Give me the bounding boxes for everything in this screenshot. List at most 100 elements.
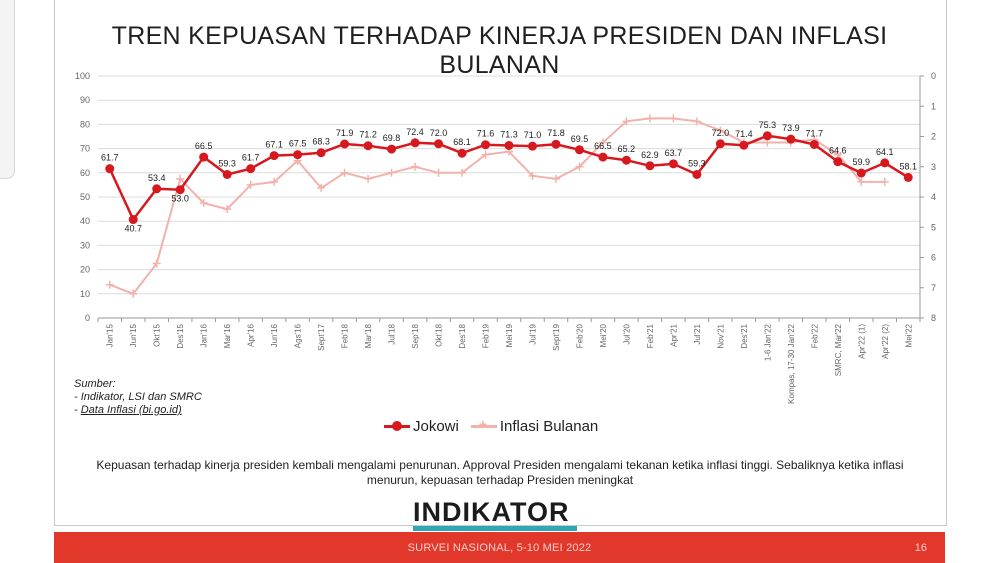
x-axis: Jan'15 Jun'15 Okt'15 Des'15 Jan'16 Mar'16 Apr'… [97, 318, 921, 404]
point-inflasi [857, 177, 866, 186]
point-jokowi [105, 164, 115, 174]
x-tick-label: 1-6 Jan'22 [763, 323, 772, 361]
x-tick-label: Nov'21 [716, 323, 725, 348]
x-tick-label: Apr'21 [669, 323, 678, 346]
point-inflasi [528, 171, 537, 180]
point-jokowi [199, 152, 209, 162]
point-jokowi [457, 148, 467, 158]
point-jokowi [316, 148, 326, 158]
data-label-jokowi: 67.5 [289, 139, 307, 149]
footer-text: SURVEI NASIONAL, 5-10 MEI 2022 [407, 542, 592, 554]
grid-lines [98, 75, 920, 319]
point-inflasi [692, 117, 701, 126]
left-tick-label: 100 [75, 71, 90, 81]
left-tick-label: 10 [80, 289, 90, 299]
point-jokowi [668, 159, 678, 169]
source-link[interactable]: Data Inflasi (bi.go.id) [80, 404, 182, 416]
data-label-jokowi: 71.6 [477, 129, 495, 139]
point-jokowi [762, 131, 772, 141]
x-tick-label: Jul'19 [528, 323, 537, 344]
left-tick-label: 20 [80, 265, 90, 275]
data-label-jokowi: 69.8 [383, 133, 401, 143]
point-jokowi [692, 169, 702, 179]
data-label-jokowi: 62.9 [641, 150, 659, 160]
source-line-2-prefix: - [74, 404, 81, 416]
point-jokowi [434, 139, 444, 149]
x-tick-label: Des'15 [176, 323, 185, 348]
point-inflasi [434, 168, 443, 177]
data-label-jokowi: 69.5 [571, 134, 589, 144]
legend-label-inflasi: Inflasi Bulanan [499, 418, 599, 435]
point-jokowi [269, 151, 279, 161]
point-inflasi [246, 180, 255, 189]
x-tick-label: Feb'21 [646, 323, 655, 348]
left-tick-label: 80 [80, 119, 90, 129]
x-tick-label: SMRC, Mar'22 [834, 323, 843, 376]
right-tick-label: 4 [931, 192, 936, 202]
x-tick-label: Jun'15 [129, 323, 138, 347]
x-tick-label: Sept'19 [552, 323, 561, 350]
left-axis: 0 10 20 30 40 50 60 70 80 90 100 [75, 71, 90, 323]
chart-title: TREN KEPUASAN TERHADAP KINERJA PRESIDEN … [111, 22, 888, 79]
point-inflasi [340, 168, 349, 177]
x-tick-label: Mar'16 [223, 323, 232, 348]
point-inflasi [551, 174, 560, 183]
x-tick-label: Jan'16 [200, 323, 209, 347]
point-inflasi [317, 183, 326, 192]
right-axis: 0 1 2 3 4 5 6 7 8 [919, 71, 936, 323]
x-tick-label: Apr'22 (1) [857, 324, 866, 359]
data-label-jokowi: 71.7 [806, 128, 824, 138]
x-tick-label: Feb'20 [575, 323, 584, 348]
point-inflasi [364, 174, 373, 183]
x-tick-label: Mei'20 [599, 323, 608, 347]
point-jokowi [293, 150, 303, 160]
point-jokowi [340, 139, 350, 149]
data-label-jokowi: 68.1 [453, 137, 471, 147]
x-tick-label: Des'21 [740, 323, 749, 348]
point-jokowi [222, 169, 232, 179]
right-tick-label: 6 [931, 253, 936, 263]
right-tick-label: 5 [931, 222, 936, 232]
legend-item-jokowi: Jokowi [384, 418, 459, 435]
point-jokowi [504, 140, 514, 150]
x-tick-label: Jan'15 [106, 323, 115, 347]
point-jokowi [786, 134, 796, 144]
x-tick-label: Feb'19 [482, 323, 491, 348]
data-label-jokowi: 71.2 [359, 130, 377, 140]
x-tick-label: Okt'15 [153, 323, 162, 346]
point-inflasi [270, 177, 279, 186]
data-label-jokowi: 61.7 [242, 153, 260, 163]
data-label-jokowi: 53.4 [148, 173, 166, 183]
point-inflasi [411, 162, 420, 171]
right-tick-label: 1 [931, 101, 936, 111]
point-inflasi [598, 138, 607, 147]
point-jokowi [481, 140, 491, 150]
x-tick-label: Sept'17 [317, 323, 326, 350]
left-tick-label: 60 [80, 168, 90, 178]
point-jokowi [809, 139, 819, 149]
logo-underline [413, 526, 577, 531]
data-label-jokowi: 67.1 [265, 140, 283, 150]
point-inflasi [622, 117, 631, 126]
data-label-jokowi: 68.3 [312, 137, 330, 147]
point-inflasi [199, 199, 208, 208]
data-label-jokowi: 71.8 [547, 128, 565, 138]
point-jokowi [527, 141, 537, 151]
data-label-jokowi: 72.0 [712, 128, 730, 138]
slide-frame [54, 0, 947, 526]
point-inflasi [223, 205, 232, 214]
series-inflasi-bulanan [105, 114, 889, 298]
right-tick-label: 3 [931, 162, 936, 172]
data-labels: 61.7 40.7 53.4 53.0 66.5 59.3 61.7 67.1 67.5 68.3… [101, 120, 917, 234]
point-inflasi [481, 150, 490, 159]
x-tick-label: Okt'18 [435, 323, 444, 346]
x-tick-label: Jul'18 [388, 323, 397, 344]
x-tick-label: Feb'18 [341, 323, 350, 348]
x-tick-label: Mei'19 [505, 323, 514, 347]
data-label-jokowi: 40.7 [124, 224, 142, 234]
point-inflasi [105, 280, 114, 289]
point-jokowi [621, 155, 631, 165]
point-jokowi [574, 145, 584, 155]
point-jokowi [410, 138, 420, 148]
point-inflasi [176, 174, 185, 183]
